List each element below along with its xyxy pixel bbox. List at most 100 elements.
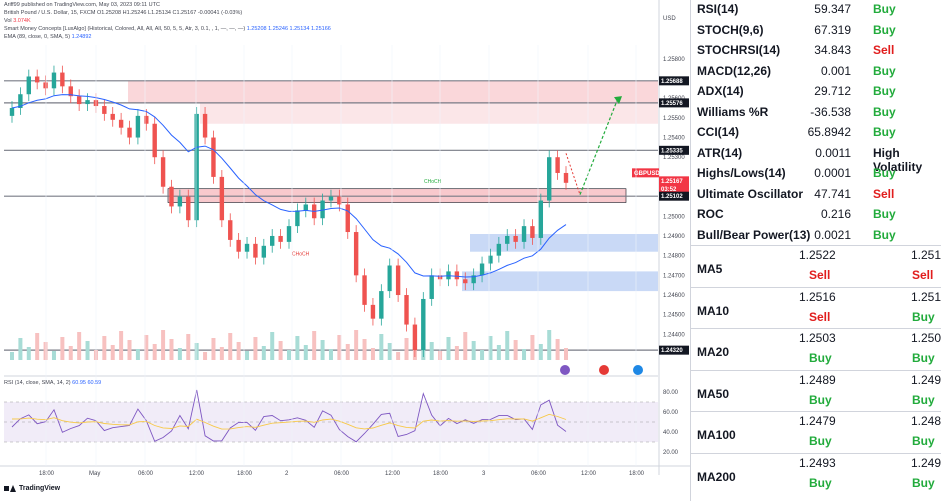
price-tick-label: 1.24500 [663,313,685,319]
oscillator-value: 34.843 [814,43,851,57]
ohlc-values: O1.25208 H1.25246 L1.25134 C1.25167 -0.0… [96,10,243,16]
volume-bar [488,336,493,360]
oscillator-name: CCI(14) [697,125,740,139]
candle-body [379,291,384,319]
oscillator-row: Bull/Bear Power(13) 0.0021 Buy [691,226,941,247]
candle-body [60,72,65,87]
candle-body [26,76,31,95]
moving-average-row: MA100 1.2479 1.2489 Buy Buy [691,411,941,452]
volume-bar [404,338,409,360]
price-tick-label: 1.24600 [663,293,685,299]
candle-body [395,265,401,296]
oscillator-row: RSI(14) 59.347 Buy [691,0,941,21]
volume-bar [194,343,199,360]
price-chart[interactable]: CHoCHCHoCH1.258001.256001.255001.254001.… [0,0,690,501]
oscillator-name: Williams %R [697,104,769,119]
oscillator-name: Ultimate Oscillator [697,186,804,201]
candle-body [102,106,107,114]
oscillator-row: CCI(14) 65.8942 Buy [691,123,941,144]
symbol-line: British Pound / U.S. Dollar, 15, FXCM O1… [4,10,242,17]
oscillator-name: ROC [697,207,724,221]
volume-bar [522,349,527,360]
ma-exp-action: Buy [912,351,935,365]
volume-bar [379,334,384,360]
oscillator-action: Buy [873,2,896,16]
oscillator-action: Buy [873,166,896,180]
volume-bar [18,338,23,360]
volume-bar [362,339,367,360]
candle-body [253,243,258,258]
moving-average-row: MA50 1.2489 1.2493 Buy Buy [691,369,941,411]
candle-body [219,176,225,221]
brand-label: TradingView [19,485,61,492]
choch-label: CHoCH [424,179,442,185]
candle-body [144,115,149,124]
volume-line: Vol 3.074K [4,18,31,25]
ma-exp-value: 1.2507 [911,331,941,345]
candle-body [34,76,40,83]
volume-bar [35,333,40,360]
volume-bar [345,344,350,360]
projection-arrowhead [614,96,622,105]
ma-simple-action: Buy [809,475,832,490]
oscillator-value: -36.538 [810,104,851,119]
ema-line [11,94,567,278]
flag-icon [633,365,643,375]
oscillator-action: Sell [873,186,895,201]
ma-exp-action: Buy [912,475,935,490]
price-tick-label: 1.24700 [663,273,685,279]
volume-bar [337,335,342,360]
oscillator-name: ADX(14) [697,84,744,98]
lightning-icon [560,365,570,375]
ma-simple-action: Buy [809,434,832,448]
oscillator-action: Buy [873,227,896,242]
candle-body [521,226,527,242]
candle-body [194,113,199,221]
oscillator-action: Sell [873,43,895,57]
candle-body [68,86,73,97]
volume-bar [454,346,459,360]
candle-body [118,119,124,128]
oscillator-name: Highs/Lows(14) [697,166,786,180]
smc-values: 1.25208 1.25246 1.25134 1.25166 [246,26,331,32]
moving-average-row: MA10 1.2516 1.2514 Sell Buy [691,286,941,328]
candle-body [211,137,216,177]
candle-body [244,243,250,252]
moving-average-row: MA5 1.2522 1.2519 Sell Sell [691,245,941,286]
candle-body [362,275,367,305]
rsi-sma-line [11,413,567,430]
volume-bar [10,352,14,360]
chart-panel[interactable]: CHoCHCHoCH1.258001.256001.255001.254001.… [0,0,690,501]
candle-body [530,226,535,238]
oscillator-row: ATR(14) 0.0011 High Volatility [691,144,941,174]
price-tag [659,191,689,201]
oscillator-row: Williams %R -36.538 Buy [691,103,941,124]
price-tick-label: 1.25300 [663,155,685,161]
candle-body [471,275,476,284]
volume-bar [253,337,258,360]
volume-bar [303,345,308,360]
oscillator-row: MACD(12,26) 0.001 Buy [691,62,941,83]
candle-body [479,263,485,276]
moving-average-row: MA200 1.2493 1.2491 Buy Buy [691,452,941,494]
ma-exp-value: 1.2519 [911,248,941,262]
ma-exp-action: Sell [912,268,934,282]
time-tick-label: May [89,471,100,477]
oscillator-row: STOCHRSI(14) 34.843 Sell [691,41,941,62]
oscillator-action: Buy [873,84,896,98]
oscillator-value: 0.0011 [815,145,851,160]
rsi-values: 60.95 60.59 [72,380,102,386]
volume-bar [127,340,132,360]
time-tick-label: 06:00 [531,471,547,477]
flag-icon [599,365,609,375]
candle-body [135,115,141,138]
candle-body [177,196,183,207]
volume-bar [270,332,275,360]
oscillator-value: 0.0001 [814,166,851,180]
tradingview-brand[interactable]: TradingView [4,485,60,492]
volume-bar [211,338,216,360]
candle-body [169,186,174,207]
publisher-line: Ariff99 published on TradingView.com, Ma… [4,2,160,8]
price-tick-label: 1.25000 [663,214,685,220]
price-tag [659,145,689,155]
